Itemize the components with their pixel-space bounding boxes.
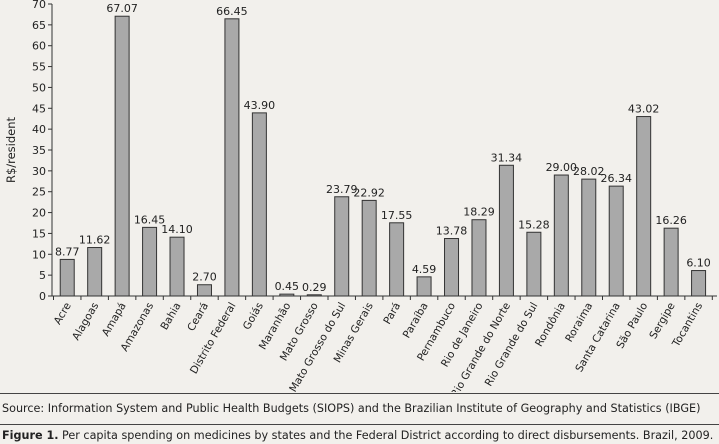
y-tick-label: 0	[39, 290, 46, 303]
bar	[471, 219, 487, 297]
bar	[498, 164, 514, 297]
bar-value-label: 18.29	[463, 206, 495, 219]
bar	[361, 199, 377, 297]
category-label: Goiás	[241, 301, 266, 332]
bar-value-label: 6.10	[686, 257, 711, 270]
bar-value-label: 43.02	[628, 103, 660, 116]
bar-value-label: 15.28	[518, 218, 550, 231]
bar-value-label: 0.29	[302, 281, 327, 294]
y-tick-label: 65	[32, 19, 46, 32]
y-tick-label: 50	[32, 81, 46, 94]
bar	[224, 18, 240, 297]
category-label: Sergipe	[647, 301, 677, 342]
category-label: Paraíba	[401, 301, 431, 341]
figure-caption-text: Per capita spending on medicines by stat…	[58, 429, 714, 442]
figure-label: Figure 1.	[2, 429, 59, 442]
bar	[553, 174, 569, 297]
category-label: Ceará	[185, 301, 211, 334]
bar	[581, 178, 597, 297]
bar-value-label: 0.45	[275, 280, 300, 293]
category-label: Rio Grande do Sul	[483, 301, 541, 389]
bar-chart: 0 5 10 15 20 25 30 35 40 45 50 55 60 65 70 R$/resident 8…	[4, 0, 717, 392]
y-tick-label: 35	[32, 144, 46, 157]
bar	[59, 258, 75, 297]
y-tick-label: 20	[32, 207, 46, 220]
bar	[636, 116, 652, 297]
bar-value-label: 13.78	[436, 225, 468, 238]
bar-value-label: 8.77	[55, 245, 80, 258]
bar	[691, 270, 707, 297]
source-note: Source: Information System and Public He…	[2, 402, 701, 415]
y-tick-label: 45	[32, 102, 46, 115]
bar	[526, 231, 542, 297]
bar-value-label: 2.70	[192, 271, 217, 284]
bar-value-label: 16.26	[655, 214, 687, 227]
y-tick-label: 25	[32, 186, 46, 199]
bar-value-label: 31.34	[491, 151, 523, 164]
bar	[416, 276, 432, 297]
y-tick-label: 60	[32, 40, 46, 53]
bar	[389, 222, 405, 297]
bar-value-label: 26.34	[600, 172, 632, 185]
bar	[169, 236, 185, 297]
bar-value-label: 67.07	[106, 2, 138, 15]
bar-value-label: 16.45	[134, 213, 166, 226]
bar-value-label: 14.10	[161, 223, 193, 236]
bar-value-label: 66.45	[216, 5, 248, 18]
y-tick-label: 15	[32, 227, 46, 240]
bar	[196, 284, 212, 297]
caption-divider	[0, 424, 719, 425]
y-tick-label: 10	[32, 248, 46, 261]
bar	[608, 185, 624, 297]
category-label: Acre	[52, 301, 74, 327]
figure-caption: Figure 1. Per capita spending on medicin…	[2, 429, 717, 442]
category-label: Amapá	[100, 301, 129, 339]
y-tick-label: 70	[32, 0, 46, 11]
bar	[142, 226, 158, 297]
bar-value-label: 4.59	[412, 263, 437, 276]
top-divider	[0, 393, 719, 394]
y-tick-label: 40	[32, 123, 46, 136]
y-tick-label: 5	[39, 269, 46, 282]
bar-value-label: 11.62	[79, 234, 111, 247]
category-label: Bahia	[158, 301, 183, 333]
bar	[279, 293, 295, 297]
y-tick-label: 55	[32, 61, 46, 74]
bar	[444, 238, 460, 297]
y-tick-label: 30	[32, 165, 46, 178]
bar	[334, 196, 350, 297]
bar	[663, 227, 679, 297]
bar-value-label: 22.92	[353, 186, 385, 199]
bar-value-label: 28.02	[573, 165, 605, 178]
bar-value-label: 23.79	[326, 183, 358, 196]
bar-value-label: 17.55	[381, 209, 413, 222]
bar-value-label: 29.00	[546, 161, 578, 174]
bar	[87, 247, 103, 297]
y-axis-title: R$/resident	[4, 116, 18, 183]
bar-value-label: 43.90	[244, 99, 276, 112]
bar	[114, 15, 130, 297]
bar	[306, 294, 322, 297]
category-label: Pará	[381, 301, 403, 327]
bar	[251, 112, 267, 297]
category-label: Alagoas	[70, 301, 101, 343]
